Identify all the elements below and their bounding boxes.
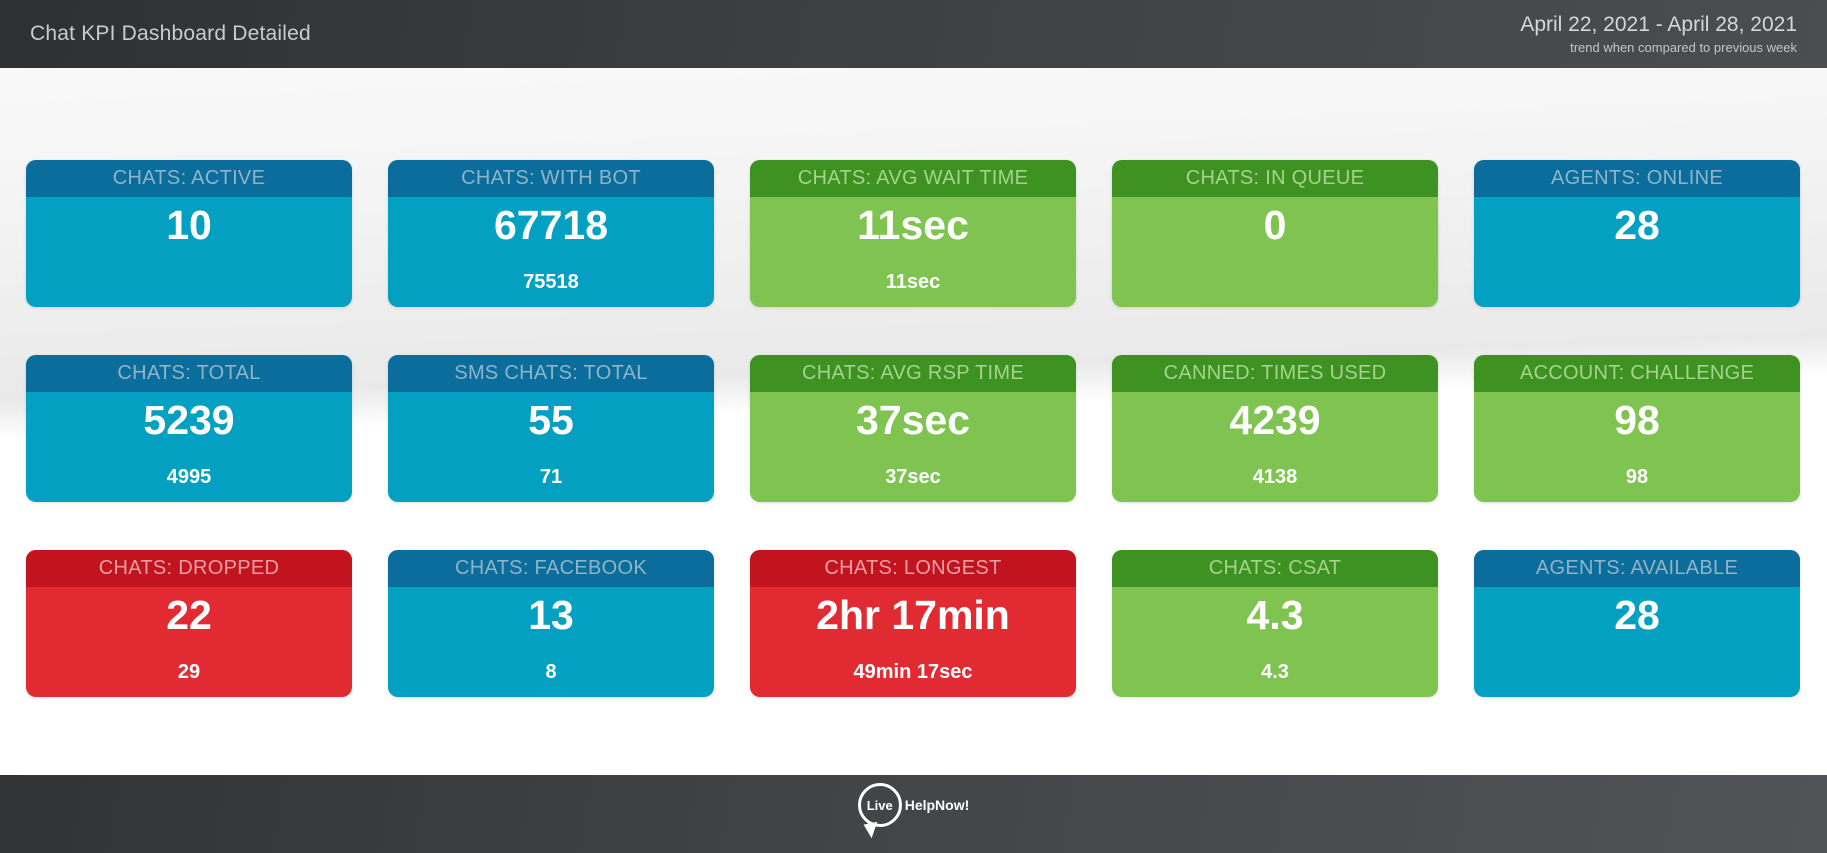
kpi-label: CANNED: TIMES USED — [1163, 362, 1387, 384]
kpi-tile: AGENTS: AVAILABLE 28 — [1474, 550, 1800, 697]
kpi-tile: AGENTS: ONLINE 28 — [1474, 160, 1800, 307]
kpi-tile-header: CHATS: AVG RSP TIME — [750, 355, 1076, 392]
kpi-tile-header: CHATS: IN QUEUE — [1112, 160, 1438, 197]
kpi-value: 0 — [1263, 202, 1287, 248]
kpi-tile: ACCOUNT: CHALLENGE 98 98 — [1474, 355, 1800, 502]
kpi-value: 28 — [1614, 202, 1660, 248]
kpi-tile-header: CHATS: TOTAL — [26, 355, 352, 392]
logo-helpnow-text: HelpNow! — [904, 797, 970, 813]
kpi-value: 98 — [1614, 397, 1660, 443]
kpi-tile-header: CHATS: CSAT — [1112, 550, 1438, 587]
kpi-value: 4239 — [1229, 397, 1321, 443]
report-period: April 22, 2021 - April 28, 2021 trend wh… — [1520, 12, 1797, 56]
kpi-tile: CHATS: WITH BOT 67718 75518 — [388, 160, 714, 307]
kpi-value: 2hr 17min — [816, 592, 1010, 638]
kpi-label: CHATS: AVG WAIT TIME — [797, 167, 1029, 189]
kpi-tile: CHATS: FACEBOOK 13 8 — [388, 550, 714, 697]
kpi-tile: CHATS: ACTIVE 10 — [26, 160, 352, 307]
kpi-previous: 4.3 — [1261, 661, 1289, 683]
kpi-tile-header: CHATS: AVG WAIT TIME — [750, 160, 1076, 197]
kpi-tile-header: AGENTS: AVAILABLE — [1474, 550, 1800, 587]
kpi-label: AGENTS: AVAILABLE — [1535, 557, 1739, 579]
kpi-tile: SMS CHATS: TOTAL 55 71 — [388, 355, 714, 502]
kpi-previous: 4138 — [1252, 466, 1298, 488]
kpi-tile-header: ACCOUNT: CHALLENGE — [1474, 355, 1800, 392]
kpi-value: 55 — [528, 397, 574, 443]
kpi-value: 67718 — [493, 202, 608, 248]
kpi-label: CHATS: LONGEST — [824, 557, 1002, 579]
speech-bubble-icon: Live — [857, 783, 902, 827]
kpi-label: CHATS: TOTAL — [117, 362, 261, 384]
kpi-previous: 49min 17sec — [853, 661, 973, 683]
logo-live-text: Live — [866, 797, 893, 813]
kpi-previous: 8 — [545, 661, 557, 683]
kpi-tile-header: CANNED: TIMES USED — [1112, 355, 1438, 392]
kpi-grid: CHATS: ACTIVE 10 CHATS: WITH BOT 67718 7… — [26, 160, 1800, 697]
kpi-tile: CHATS: AVG WAIT TIME 11sec 11sec — [750, 160, 1076, 307]
kpi-label: ACCOUNT: CHALLENGE — [1519, 362, 1755, 384]
kpi-tile: CHATS: LONGEST 2hr 17min 49min 17sec — [750, 550, 1076, 697]
kpi-tile-header: CHATS: ACTIVE — [26, 160, 352, 197]
date-range: April 22, 2021 - April 28, 2021 — [1520, 13, 1797, 37]
kpi-tile: CHATS: CSAT 4.3 4.3 — [1112, 550, 1438, 697]
kpi-value: 5239 — [143, 397, 235, 443]
footer-bar: Live HelpNow! — [0, 775, 1827, 853]
kpi-previous: 29 — [177, 661, 201, 683]
kpi-value: 22 — [166, 592, 212, 638]
kpi-label: CHATS: WITH BOT — [461, 167, 641, 189]
kpi-previous: 98 — [1625, 466, 1649, 488]
kpi-label: CHATS: ACTIVE — [112, 167, 266, 189]
trend-note: trend when compared to previous week — [1570, 39, 1797, 55]
kpi-tile-header: CHATS: LONGEST — [750, 550, 1076, 587]
kpi-tile: CHATS: DROPPED 22 29 — [26, 550, 352, 697]
kpi-tile: CHATS: TOTAL 5239 4995 — [26, 355, 352, 502]
kpi-tile: CANNED: TIMES USED 4239 4138 — [1112, 355, 1438, 502]
kpi-value: 13 — [528, 592, 574, 638]
livehelpnow-logo: Live HelpNow! — [857, 783, 970, 827]
kpi-value: 10 — [166, 202, 212, 248]
kpi-previous: 4995 — [166, 466, 212, 488]
kpi-tile: CHATS: AVG RSP TIME 37sec 37sec — [750, 355, 1076, 502]
kpi-previous: 37sec — [885, 466, 941, 488]
kpi-label: CHATS: CSAT — [1208, 557, 1342, 579]
kpi-tile-header: AGENTS: ONLINE — [1474, 160, 1800, 197]
kpi-previous: 11sec — [885, 271, 941, 293]
kpi-label: CHATS: DROPPED — [98, 557, 280, 579]
kpi-tile: CHATS: IN QUEUE 0 — [1112, 160, 1438, 307]
kpi-tile-header: CHATS: WITH BOT — [388, 160, 714, 197]
kpi-previous: 71 — [539, 466, 563, 488]
page-title: Chat KPI Dashboard Detailed — [30, 22, 311, 45]
top-bar: Chat KPI Dashboard Detailed April 22, 20… — [0, 0, 1827, 68]
kpi-label: AGENTS: ONLINE — [1550, 167, 1723, 189]
kpi-label: CHATS: FACEBOOK — [455, 557, 647, 579]
kpi-previous: 75518 — [523, 271, 579, 293]
kpi-value: 37sec — [855, 397, 970, 443]
kpi-label: SMS CHATS: TOTAL — [454, 362, 648, 384]
kpi-label: CHATS: AVG RSP TIME — [801, 362, 1025, 384]
kpi-tile-header: CHATS: FACEBOOK — [388, 550, 714, 587]
kpi-tile-header: CHATS: DROPPED — [26, 550, 352, 587]
kpi-label: CHATS: IN QUEUE — [1185, 167, 1365, 189]
kpi-tile-header: SMS CHATS: TOTAL — [388, 355, 714, 392]
kpi-value: 4.3 — [1246, 592, 1304, 638]
kpi-value: 11sec — [857, 202, 969, 248]
kpi-value: 28 — [1614, 592, 1660, 638]
